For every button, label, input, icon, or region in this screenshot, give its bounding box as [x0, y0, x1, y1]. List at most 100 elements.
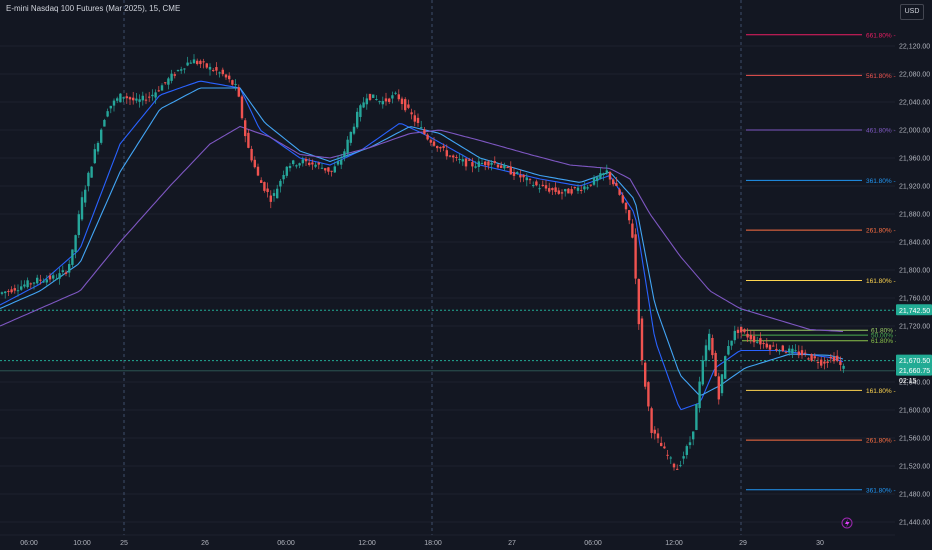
last-price-label: 21,670.50 — [899, 358, 930, 365]
candle-body — [813, 356, 816, 359]
lightning-event-icon[interactable] — [841, 517, 853, 529]
bar-countdown-label: 02:15 — [899, 378, 917, 385]
candlestick-series — [0, 54, 845, 471]
candle-body — [743, 329, 746, 333]
price-tick-label: 21,560.00 — [899, 436, 930, 443]
candle-body — [112, 100, 116, 106]
time-axis: 06:00 10:00 25 26 06:00 12:00 18:00 27 06:00 12:0… — [0, 517, 895, 547]
price-tick-label: 21,880.00 — [899, 212, 930, 219]
candle-body — [448, 155, 452, 157]
candle-body — [314, 164, 317, 167]
candle-body — [343, 151, 346, 157]
candle-body — [679, 465, 682, 467]
time-tick-label: 10:00 — [73, 540, 91, 547]
candle-body — [714, 352, 717, 377]
candle-body — [167, 78, 170, 85]
candle-body — [199, 60, 202, 65]
candle-body — [132, 97, 135, 101]
candle-body — [138, 99, 141, 102]
fib-level-label: 161.80% - — [866, 388, 896, 395]
fib-level-label: 661.80% - — [866, 32, 896, 39]
candle-body — [125, 96, 128, 99]
candle-body — [272, 193, 276, 196]
candle-body — [682, 456, 685, 459]
candle-body — [189, 62, 192, 64]
candle-body — [839, 361, 842, 365]
candle-body — [61, 270, 64, 273]
candle-body — [109, 105, 112, 109]
candle-body — [455, 156, 458, 158]
candle-body — [631, 223, 634, 238]
fib-level-label: 461.80% - — [866, 128, 896, 135]
current-price-label: 21,660.75 — [899, 368, 930, 375]
candle-body — [583, 186, 586, 190]
candle-body — [557, 190, 560, 194]
moving-averages — [0, 80, 844, 411]
candle-body — [160, 85, 164, 91]
candle-body — [823, 361, 826, 364]
candle-body — [304, 158, 308, 162]
candle-body — [151, 94, 154, 97]
fib-level-label: 261.80% - — [866, 228, 896, 235]
candle-body — [4, 291, 7, 294]
ema-slow-line — [0, 125, 844, 333]
candle-body — [228, 75, 231, 80]
time-tick-label: 29 — [739, 540, 747, 547]
candle-body — [93, 149, 96, 164]
candle-body — [445, 150, 448, 157]
candle-body — [749, 334, 752, 340]
candle-body — [564, 189, 567, 192]
candle-body — [96, 142, 100, 152]
candle-body — [298, 163, 301, 166]
candle-body — [202, 61, 205, 63]
candle-body — [346, 139, 349, 154]
candle-body — [551, 188, 554, 191]
candle-body — [13, 288, 16, 291]
candle-body — [144, 99, 148, 101]
candle-body — [84, 189, 87, 203]
candle-body — [106, 111, 109, 117]
candle-body — [500, 165, 503, 169]
candle-body — [663, 446, 666, 449]
candle-body — [308, 162, 311, 165]
candle-body — [836, 355, 839, 361]
fib-level-label: 361.80% - — [866, 178, 896, 185]
candle-body — [781, 345, 784, 352]
fib-level-label: 361.80% - — [866, 487, 896, 494]
candle-body — [784, 352, 788, 354]
candle-body — [173, 74, 176, 76]
candle-body — [244, 120, 247, 137]
candle-body — [196, 60, 199, 65]
candle-body — [538, 188, 541, 190]
time-tick-label: 25 — [120, 540, 128, 547]
candle-body — [128, 97, 132, 100]
candle-body — [797, 351, 800, 356]
candle-body — [656, 433, 660, 439]
price-tick-label: 21,440.00 — [899, 520, 930, 527]
candle-body — [301, 159, 304, 164]
candle-body — [512, 172, 516, 176]
candle-body — [746, 333, 749, 338]
fib-level-label: 561.80% - — [866, 73, 896, 80]
candle-body — [282, 174, 285, 180]
candle-body — [285, 166, 288, 176]
candle-body — [672, 463, 676, 468]
candle-body — [701, 360, 704, 385]
fib-level-label: 61.80% - — [871, 328, 897, 335]
candle-body — [359, 105, 362, 117]
candle-body — [416, 117, 420, 123]
candle-body — [596, 177, 599, 182]
currency-selector[interactable]: USD — [900, 4, 924, 20]
price-axis: 22,120.00 22,080.00 22,040.00 22,000.00 21,9… — [896, 0, 932, 550]
candle-body — [288, 165, 292, 169]
candle-body — [724, 356, 727, 379]
candle-body — [736, 329, 740, 333]
candle-body — [74, 235, 77, 253]
candle-body — [292, 160, 295, 165]
candle-body — [340, 159, 343, 165]
candle-body — [404, 99, 407, 111]
candle-body — [327, 167, 330, 172]
candle-body — [32, 282, 36, 284]
